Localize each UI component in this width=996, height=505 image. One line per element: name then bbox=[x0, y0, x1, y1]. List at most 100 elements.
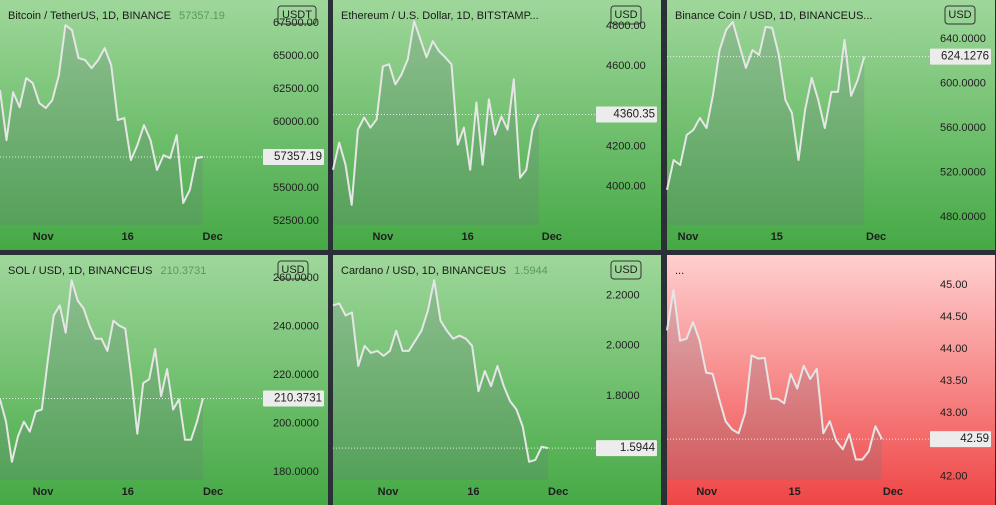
chart-panel: 180.0000 200.0000 220.0000 240.0000 260.0000… bbox=[0, 255, 328, 505]
x-tick-label: Dec bbox=[548, 486, 568, 498]
y-tick-label: 220.0000 bbox=[273, 369, 319, 381]
y-tick-label: 52500.00 bbox=[273, 215, 319, 227]
price-line bbox=[666, 289, 883, 461]
last-price-badge bbox=[263, 390, 324, 407]
y-tick-label: 4200.00 bbox=[606, 141, 646, 153]
x-tick-label: 16 bbox=[121, 231, 133, 243]
x-tick-label: Nov bbox=[696, 486, 718, 498]
last-price-badge bbox=[930, 48, 991, 65]
chart-panel: 4000.00 4200.00 4600.00 4800.00 Nov 16 Dec 4360… bbox=[332, 0, 661, 250]
y-tick-label: 1.8000 bbox=[606, 390, 640, 402]
currency-badge bbox=[944, 5, 976, 25]
x-tick-label: Dec bbox=[542, 231, 562, 243]
currency-label: USD bbox=[614, 9, 637, 21]
last-price-label: 57357.19 bbox=[274, 151, 322, 163]
y-tick-label: 43.00 bbox=[940, 407, 968, 419]
y-tick-label: 480.0000 bbox=[940, 211, 986, 223]
x-tick-label: Nov bbox=[33, 486, 55, 498]
x-tick-label: Dec bbox=[883, 486, 903, 498]
chart-title: Ethereum / U.S. Dollar, 1D, BITSTAMP... bbox=[341, 10, 539, 22]
y-tick-label: 42.00 bbox=[940, 471, 968, 483]
y-tick-label: 600.0000 bbox=[940, 77, 986, 89]
y-tick-label: 2.2000 bbox=[606, 289, 640, 301]
price-area bbox=[0, 25, 203, 225]
currency-badge bbox=[610, 260, 642, 280]
price-area bbox=[333, 280, 549, 480]
price-line bbox=[666, 20, 866, 191]
last-price-badge bbox=[930, 431, 991, 448]
price-line bbox=[332, 279, 549, 463]
chart-panel: 480.0000 520.0000 560.0000 600.0000 640.0000… bbox=[666, 0, 995, 250]
header-value: 210.3731 bbox=[160, 265, 206, 277]
y-tick-label: 65000.00 bbox=[273, 50, 319, 62]
y-tick-label: 44.50 bbox=[940, 311, 968, 323]
chart-title: SOL / USD, 1D, BINANCEUS bbox=[8, 265, 152, 277]
panel-background bbox=[667, 255, 995, 505]
currency-badge bbox=[277, 260, 309, 280]
y-tick-label: 560.0000 bbox=[940, 122, 986, 134]
x-tick-label: 16 bbox=[467, 486, 479, 498]
y-tick-label: 4000.00 bbox=[606, 181, 646, 193]
y-tick-label: 44.00 bbox=[940, 343, 968, 355]
y-tick-label: 62500.00 bbox=[273, 83, 319, 95]
y-tick-label: 240.0000 bbox=[273, 321, 319, 333]
currency-label: USD bbox=[614, 264, 637, 276]
panel-background bbox=[333, 255, 661, 505]
last-price-label: 210.3731 bbox=[274, 392, 322, 404]
chart-title: ... bbox=[675, 265, 684, 277]
currency-label: USDT bbox=[282, 9, 312, 21]
header-value: 57357.19 bbox=[179, 10, 225, 22]
y-tick-label: 180.0000 bbox=[273, 466, 319, 478]
chart-panel: 1.8000 2.0000 2.2000 Nov 16 Dec 1.5944 Cardano … bbox=[332, 255, 661, 505]
price-line bbox=[0, 279, 204, 463]
x-tick-label: 16 bbox=[462, 231, 474, 243]
currency-label: USD bbox=[281, 264, 304, 276]
last-price-label: 4360.35 bbox=[613, 108, 655, 120]
x-tick-label: Nov bbox=[372, 231, 394, 243]
y-tick-label: 2.0000 bbox=[606, 340, 640, 352]
last-price-badge bbox=[596, 106, 657, 123]
x-tick-label: Dec bbox=[203, 486, 223, 498]
last-price-label: 624.1276 bbox=[941, 51, 989, 63]
y-tick-label: 45.00 bbox=[940, 279, 968, 291]
x-tick-label: Nov bbox=[378, 486, 400, 498]
header-value: 1.5944 bbox=[514, 265, 548, 277]
currency-badge bbox=[610, 5, 642, 25]
y-tick-label: 55000.00 bbox=[273, 182, 319, 194]
currency-badge bbox=[277, 5, 317, 25]
chart-title: Bitcoin / TetherUS, 1D, BINANCE bbox=[8, 10, 171, 22]
x-tick-label: 15 bbox=[788, 486, 800, 498]
y-tick-label: 4800.00 bbox=[606, 20, 646, 32]
y-tick-label: 67500.00 bbox=[273, 17, 319, 29]
last-price-badge bbox=[596, 440, 657, 457]
y-tick-label: 60000.00 bbox=[273, 116, 319, 128]
chart-title: Cardano / USD, 1D, BINANCEUS bbox=[341, 265, 506, 277]
y-tick-label: 640.0000 bbox=[940, 33, 986, 45]
x-tick-label: Dec bbox=[866, 231, 886, 243]
last-price-badge bbox=[263, 148, 324, 165]
price-area bbox=[0, 280, 203, 480]
panel-background bbox=[333, 0, 661, 250]
price-area bbox=[333, 21, 539, 225]
x-tick-label: Dec bbox=[203, 231, 223, 243]
y-tick-label: 200.0000 bbox=[273, 417, 319, 429]
x-tick-label: Nov bbox=[678, 231, 700, 243]
x-tick-label: Nov bbox=[33, 231, 55, 243]
chart-title: Binance Coin / USD, 1D, BINANCEUS... bbox=[675, 10, 872, 22]
y-tick-label: 520.0000 bbox=[940, 166, 986, 178]
price-line bbox=[0, 24, 203, 204]
y-tick-label: 260.0000 bbox=[273, 272, 319, 284]
chart-panel: 42.00 43.00 43.50 44.00 44.50 45.00 Nov 15 Dec 42… bbox=[666, 255, 995, 505]
price-line bbox=[332, 20, 540, 206]
price-area bbox=[667, 290, 882, 480]
panel-background bbox=[0, 0, 328, 250]
currency-label: USD bbox=[948, 9, 971, 21]
last-price-label: 1.5944 bbox=[620, 442, 656, 454]
last-price-label: 42.59 bbox=[960, 433, 989, 445]
x-tick-label: 15 bbox=[771, 231, 783, 243]
x-tick-label: 16 bbox=[122, 486, 134, 498]
chart-panel: 52500.00 55000.00 60000.00 62500.00 65000.00… bbox=[0, 0, 328, 250]
y-tick-label: 43.50 bbox=[940, 375, 968, 387]
y-tick-label: 4600.00 bbox=[606, 60, 646, 72]
